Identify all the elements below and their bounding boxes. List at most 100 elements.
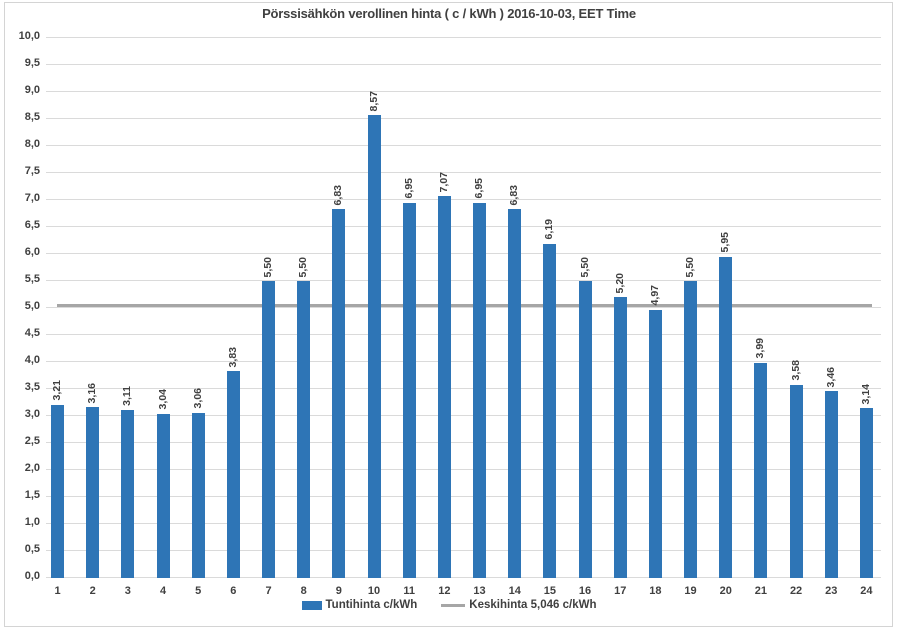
y-axis-tick-label: 3,5 bbox=[24, 381, 40, 393]
bar-value-label: 3,16 bbox=[86, 382, 99, 404]
bar-hour-14[interactable] bbox=[508, 209, 522, 578]
y-axis-tick-label: 2,0 bbox=[24, 462, 40, 474]
y-axis-tick-label: 0,0 bbox=[24, 570, 40, 582]
legend-item-average-price[interactable]: Keskihinta 5,046 c/kWh bbox=[441, 599, 596, 611]
gridline bbox=[46, 577, 881, 578]
gridline bbox=[46, 145, 881, 146]
y-axis-tick-label: 5,5 bbox=[24, 273, 40, 285]
y-axis-tick-label: 7,5 bbox=[24, 165, 40, 177]
legend: Tuntihinta c/kWh Keskihinta 5,046 c/kWh bbox=[4, 599, 894, 611]
bar-value-label: 7,07 bbox=[437, 171, 450, 193]
bar-hour-18[interactable] bbox=[648, 309, 662, 578]
x-axis-tick-label: 21 bbox=[754, 585, 768, 597]
bar-value-label: 6,83 bbox=[332, 184, 345, 206]
plot-area: 3,21 3,16 3,11 3,04 3,06 3,83 5,50 5,50 6,83 8,57… bbox=[46, 37, 881, 578]
line-series-swatch bbox=[441, 603, 466, 607]
bar-value-label: 5,50 bbox=[262, 256, 275, 277]
x-axis-tick-label: 24 bbox=[860, 585, 873, 597]
bar-value-label: 6,19 bbox=[543, 219, 556, 240]
bar-value-label: 3,06 bbox=[191, 388, 204, 409]
bar-hour-13[interactable] bbox=[473, 202, 487, 578]
x-axis-tick-label: 18 bbox=[649, 585, 662, 597]
bar-hour-24[interactable] bbox=[859, 408, 873, 578]
x-axis-tick-label: 22 bbox=[789, 585, 803, 597]
y-axis-tick-label: 3,0 bbox=[24, 408, 40, 420]
bar-hour-23[interactable] bbox=[824, 391, 838, 578]
y-axis-tick-label: 10,0 bbox=[18, 30, 40, 42]
gridline bbox=[46, 199, 881, 200]
bar-hour-22[interactable] bbox=[789, 384, 803, 578]
y-axis-tick-label: 4,0 bbox=[24, 354, 40, 366]
bar-value-label: 6,95 bbox=[402, 178, 415, 199]
x-axis-tick-label: 23 bbox=[825, 585, 838, 597]
x-axis-tick-label: 10 bbox=[367, 585, 381, 597]
y-axis-tick-label: 5,0 bbox=[24, 300, 40, 312]
bar-value-label: 6,83 bbox=[508, 184, 521, 206]
bar-hour-2[interactable] bbox=[86, 407, 100, 578]
gridline bbox=[46, 307, 881, 308]
y-axis-tick-label: 2,5 bbox=[24, 435, 40, 447]
gridline bbox=[46, 91, 881, 92]
x-axis-tick-label: 15 bbox=[543, 585, 556, 597]
bar-value-label: 3,99 bbox=[754, 338, 767, 359]
bar-hour-9[interactable] bbox=[332, 209, 346, 578]
y-axis-tick-label: 1,5 bbox=[24, 489, 40, 501]
gridline bbox=[46, 253, 881, 254]
y-axis-tick-label: 6,0 bbox=[24, 246, 40, 258]
gridline bbox=[46, 469, 881, 470]
bar-series-swatch bbox=[301, 600, 322, 610]
bar-hour-11[interactable] bbox=[402, 202, 416, 578]
gridline bbox=[46, 64, 881, 65]
x-axis-tick-label: 13 bbox=[473, 585, 486, 597]
bar-hour-19[interactable] bbox=[684, 281, 698, 578]
bar-hour-6[interactable] bbox=[226, 371, 240, 578]
bar-hour-15[interactable] bbox=[543, 243, 557, 578]
bar-value-label: 6,95 bbox=[473, 178, 486, 199]
y-axis-tick-label: 9,0 bbox=[24, 84, 40, 96]
gridline bbox=[46, 550, 881, 551]
x-axis-tick-label: 4 bbox=[159, 585, 167, 597]
y-axis-tick-label: 6,5 bbox=[24, 219, 40, 231]
bar-value-label: 3,46 bbox=[824, 366, 837, 388]
x-axis-tick-label: 8 bbox=[300, 585, 307, 597]
bar-hour-4[interactable] bbox=[156, 413, 170, 578]
x-axis-tick-label: 12 bbox=[438, 585, 451, 597]
bar-hour-16[interactable] bbox=[578, 281, 592, 578]
average-price-line[interactable] bbox=[57, 304, 872, 308]
legend-item-hourly-price[interactable]: Tuntihinta c/kWh bbox=[301, 599, 417, 611]
gridline bbox=[46, 172, 881, 173]
gridline bbox=[46, 334, 881, 335]
x-axis-tick-label: 16 bbox=[578, 585, 592, 597]
bar-hour-3[interactable] bbox=[121, 410, 135, 578]
bar-hour-20[interactable] bbox=[719, 256, 733, 578]
bar-hour-17[interactable] bbox=[613, 297, 627, 578]
bar-value-label: 3,58 bbox=[789, 360, 802, 381]
bar-value-label: 3,21 bbox=[51, 380, 63, 401]
y-axis-tick-label: 7,0 bbox=[24, 192, 40, 204]
x-axis-tick-label: 11 bbox=[403, 585, 415, 597]
x-axis-tick-label: 5 bbox=[195, 585, 202, 597]
x-axis-tick-label: 2 bbox=[89, 585, 96, 597]
bar-hour-12[interactable] bbox=[437, 196, 451, 578]
bar-value-label: 5,20 bbox=[613, 272, 626, 294]
bar-hour-10[interactable] bbox=[367, 115, 381, 578]
bar-hour-8[interactable] bbox=[297, 281, 311, 578]
y-axis-tick-label: 8,0 bbox=[24, 138, 40, 150]
gridline bbox=[46, 523, 881, 524]
x-axis-tick-label: 3 bbox=[124, 585, 131, 597]
bar-hour-1[interactable] bbox=[51, 404, 64, 578]
gridline bbox=[46, 415, 881, 416]
bar-hour-7[interactable] bbox=[262, 281, 276, 578]
x-axis-tick-label: 6 bbox=[230, 585, 237, 597]
bar-value-label: 3,04 bbox=[156, 389, 169, 410]
y-axis-tick-label: 8,5 bbox=[24, 111, 40, 123]
chart-title: Pörssisähkön verollinen hinta ( c / kWh … bbox=[262, 6, 636, 21]
bar-hour-5[interactable] bbox=[191, 412, 205, 578]
legend-label-average-price: Keskihinta 5,046 c/kWh bbox=[469, 599, 597, 611]
y-axis-tick-label: 9,5 bbox=[24, 57, 40, 69]
gridline bbox=[46, 226, 881, 227]
bar-hour-21[interactable] bbox=[754, 362, 768, 578]
bar-value-label: 5,50 bbox=[297, 256, 310, 277]
gridline bbox=[46, 280, 881, 281]
